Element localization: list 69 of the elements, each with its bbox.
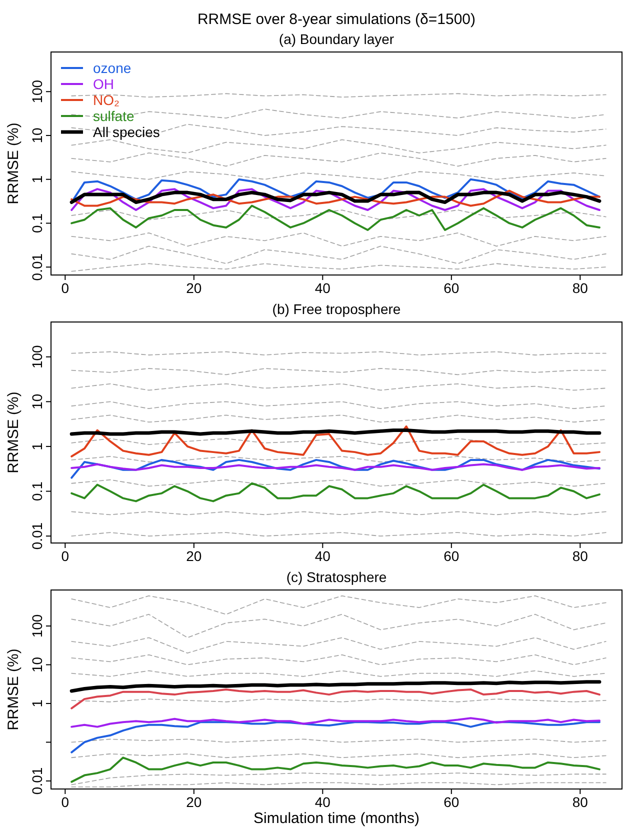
- line-series: [71, 654, 606, 666]
- x-tick-label: 20: [186, 794, 202, 810]
- chart-title: (b) Free troposphere: [272, 301, 401, 317]
- y-tick-label: 0.1: [29, 213, 45, 233]
- line-series: [70, 680, 602, 693]
- line-series: [71, 438, 606, 446]
- x-tick-label: 0: [61, 548, 70, 564]
- line-series: [71, 595, 606, 615]
- x-tick-label: 60: [444, 794, 460, 810]
- x-tick-label: 40: [314, 280, 331, 296]
- y-tick-label: 0.1: [29, 481, 45, 501]
- y-tick-label: 0.01: [29, 253, 45, 281]
- x-tick-label: 0: [61, 280, 70, 296]
- x-tick-label: 40: [314, 548, 331, 564]
- line-series: [70, 204, 600, 232]
- line-series: [70, 482, 600, 502]
- line-series: [71, 246, 606, 264]
- line-series: [71, 210, 606, 220]
- line-series: [70, 717, 600, 728]
- line-series: [71, 152, 606, 167]
- line-series: [70, 688, 600, 710]
- chart-subtitle: (a) Boundary layer: [278, 31, 394, 47]
- legend-label: All species: [93, 124, 160, 140]
- x-tick-label: 60: [444, 280, 460, 296]
- line-series: [71, 614, 606, 638]
- y-tick-label: 100: [29, 80, 45, 104]
- line-series: [71, 232, 606, 247]
- y-tick-label: 100: [29, 614, 45, 638]
- y-axis-title: RRMSE (%): [5, 392, 22, 474]
- y-tick-label: 1: [29, 699, 45, 708]
- y-axis-title: RRMSE (%): [5, 122, 22, 204]
- y-tick-label: 100: [29, 344, 45, 369]
- legend-label: ozone: [93, 60, 132, 76]
- x-tick-label: 80: [572, 280, 588, 296]
- line-series: [71, 171, 606, 180]
- x-tick-label: 0: [61, 794, 70, 810]
- x-axis-title: Simulation time (months): [254, 810, 420, 827]
- line-series: [71, 637, 606, 654]
- line-series: [71, 383, 606, 391]
- y-tick-label: 1: [29, 442, 45, 450]
- y-tick-label: 0.01: [29, 767, 45, 795]
- y-tick-label: 0.01: [29, 522, 45, 550]
- y-tick-label: 1: [29, 175, 45, 184]
- y-tick-label: 10: [29, 127, 45, 144]
- chart-title: (c) Stratosphere: [286, 569, 387, 585]
- y-tick-label: 10: [29, 656, 45, 673]
- line-series: [70, 188, 600, 212]
- x-tick-label: 40: [314, 794, 331, 810]
- y-tick-label: 10: [29, 394, 45, 410]
- x-tick-label: 20: [186, 280, 202, 296]
- chart-title: RRMSE over 8-year simulations (δ=1500): [197, 11, 476, 28]
- legend-label: OH: [93, 76, 114, 92]
- line-series: [71, 414, 606, 423]
- line-series: [70, 458, 600, 479]
- x-tick-label: 80: [572, 794, 588, 810]
- x-tick-label: 60: [444, 548, 460, 564]
- y-axis-title: RRMSE (%): [5, 648, 22, 730]
- x-tick-label: 80: [572, 548, 588, 564]
- line-series: [71, 479, 606, 487]
- line-series: [71, 368, 606, 376]
- line-series: [70, 721, 600, 754]
- line-series: [70, 756, 600, 783]
- line-series: [71, 401, 606, 410]
- line-series: [71, 139, 606, 154]
- line-series: [71, 263, 606, 272]
- line-series: [70, 425, 600, 458]
- legend-label: sulfate: [93, 108, 134, 124]
- x-tick-label: 20: [186, 548, 202, 564]
- legend-label: NO₂: [93, 92, 120, 108]
